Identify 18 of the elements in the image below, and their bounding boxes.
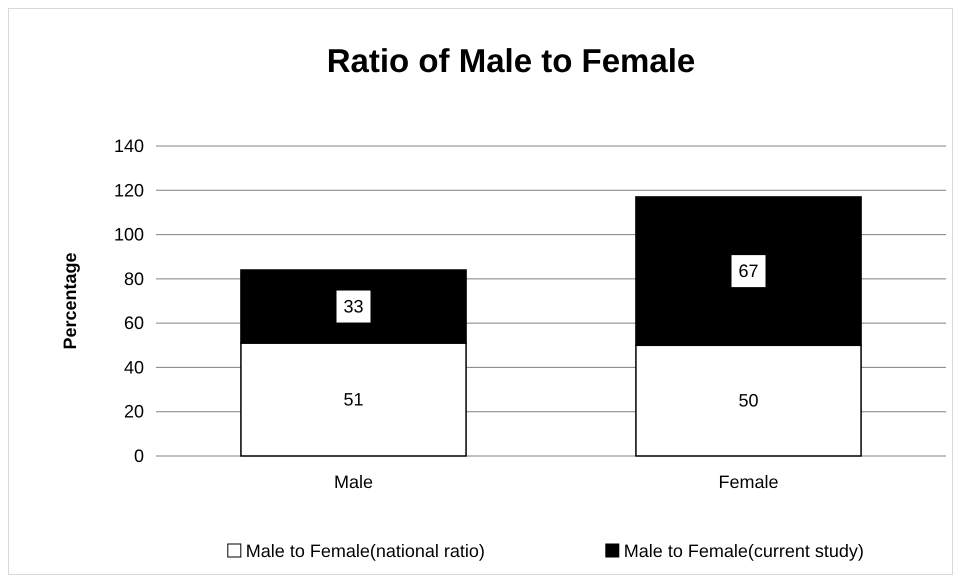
y-axis-title: Percentage bbox=[60, 252, 80, 350]
y-tick-label: 60 bbox=[124, 313, 144, 334]
chart-title: Ratio of Male to Female bbox=[326, 42, 696, 79]
x-tick-label: Female bbox=[718, 472, 779, 492]
data-label: 50 bbox=[738, 390, 759, 411]
legend-label: Male to Female(current study) bbox=[624, 541, 864, 561]
data-label: 33 bbox=[343, 296, 364, 317]
legend-label: Male to Female(national ratio) bbox=[246, 541, 485, 561]
y-tick-label: 20 bbox=[124, 402, 144, 422]
y-tick-label: 100 bbox=[114, 224, 144, 245]
y-tick-label: 140 bbox=[114, 136, 144, 156]
y-tick-label: 120 bbox=[114, 180, 144, 200]
data-label: 51 bbox=[343, 390, 364, 410]
y-tick-label: 0 bbox=[134, 446, 144, 466]
data-label: 67 bbox=[738, 261, 759, 282]
x-tick-label: Male bbox=[334, 472, 374, 492]
y-tick-label: 40 bbox=[124, 357, 144, 378]
y-tick-label: 80 bbox=[124, 268, 144, 289]
